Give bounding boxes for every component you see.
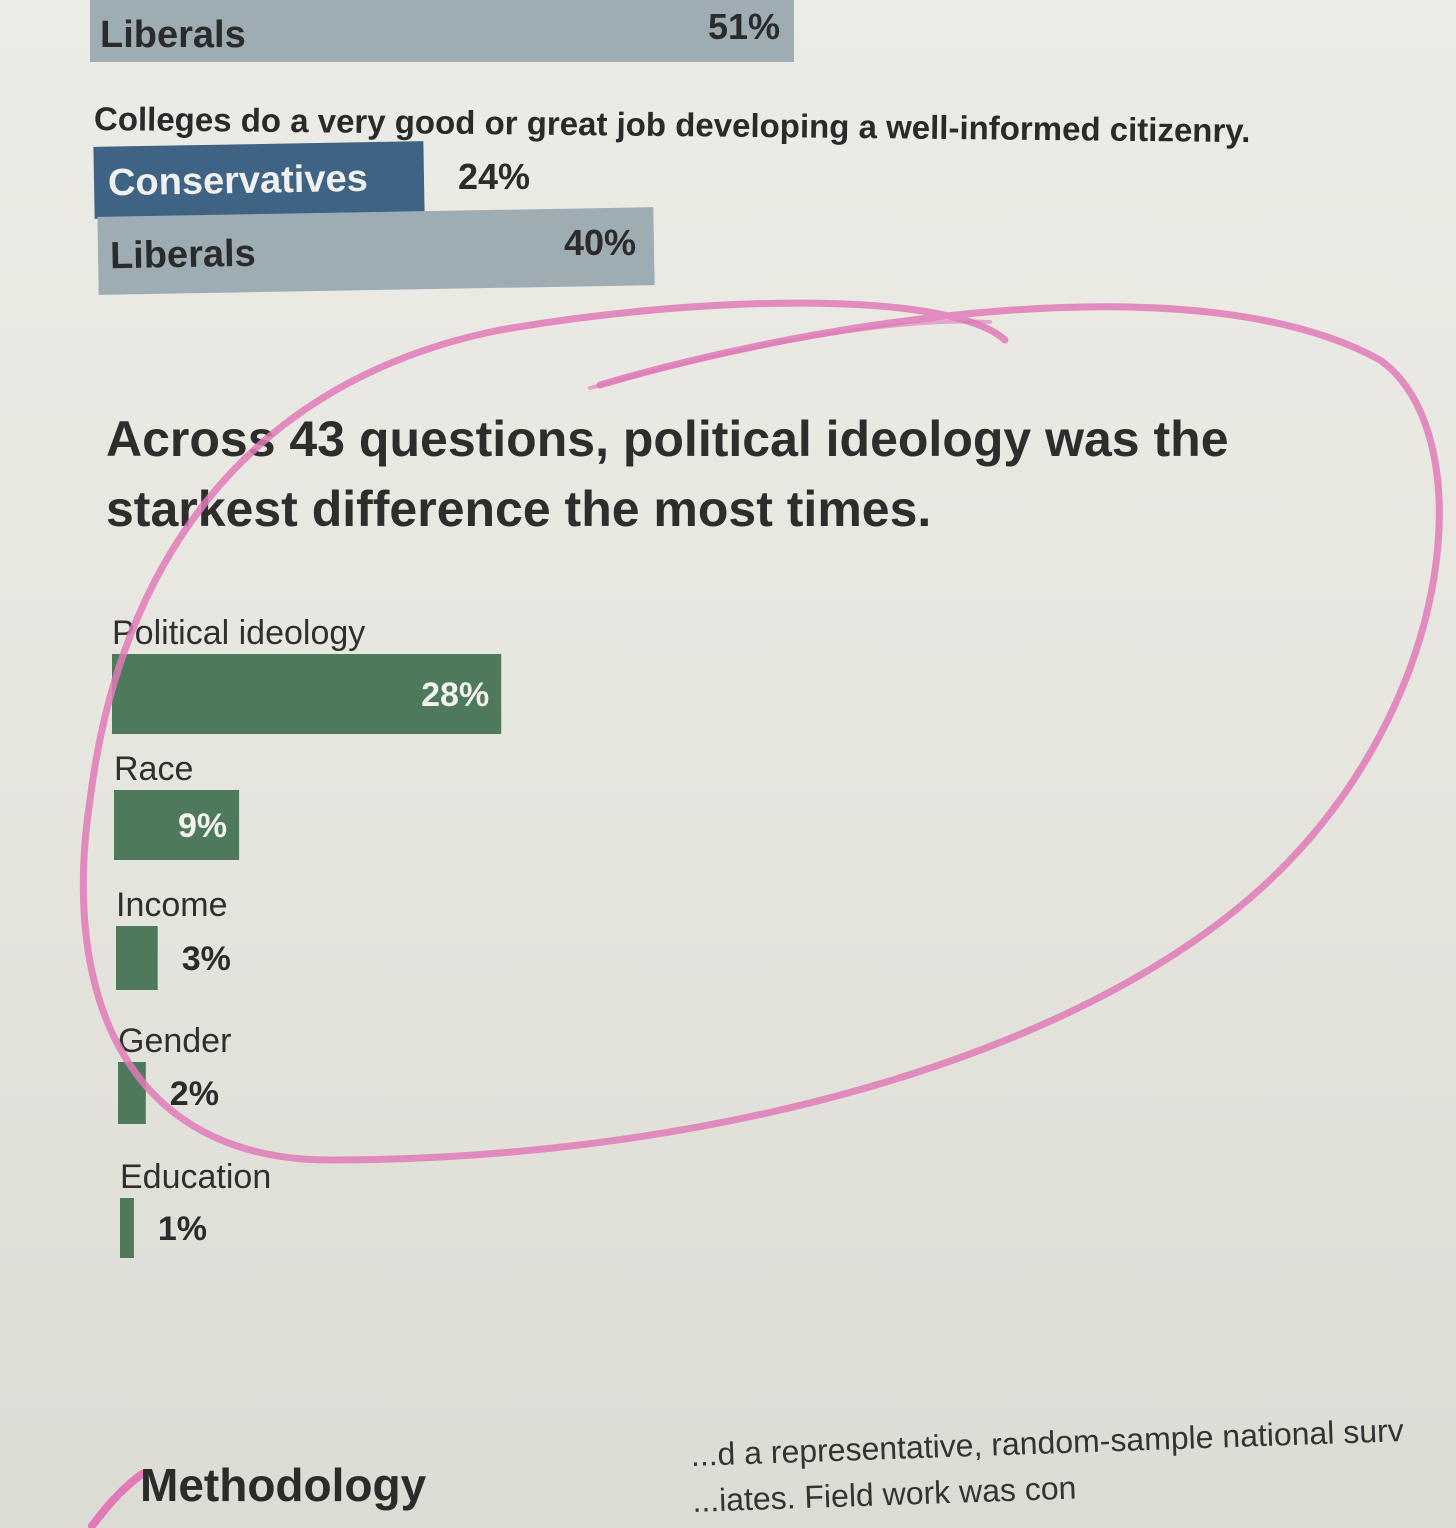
category-label-gender: Gender [118,1022,231,1060]
category-label-education: Education [120,1158,271,1196]
category-label-race: Race [114,750,193,788]
bar-income [116,926,158,990]
category-label-income: Income [116,886,228,924]
value-label-income: 3% [182,940,231,978]
conservatives-value: 24% [458,156,531,197]
bar-gender [118,1062,146,1124]
bar-education [120,1198,134,1258]
prev-liberals-value: 51% [708,6,781,47]
category-label-political-ideology: Political ideology [112,614,365,652]
value-label-race: 9% [178,807,227,845]
methodology-heading: Methodology [140,1459,427,1511]
value-label-education: 1% [158,1210,207,1248]
liberals-value: 40% [564,222,637,263]
value-label-political-ideology: 28% [421,676,489,714]
prev-liberals-label: Liberals [100,14,246,56]
value-label-gender: 2% [170,1075,219,1113]
pink-check-mark [88,1470,146,1528]
prev-liberals-bar [90,0,794,62]
